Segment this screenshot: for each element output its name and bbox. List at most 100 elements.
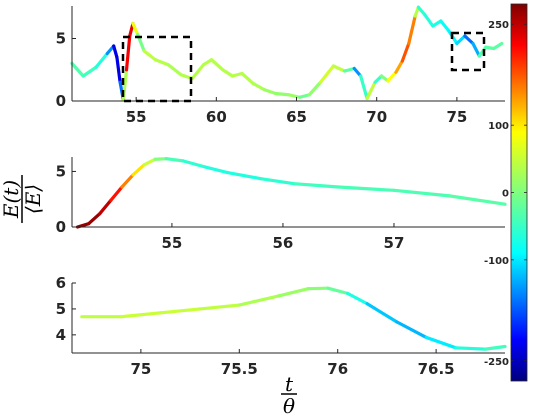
y-axis-label: E(t) ⟨E⟩ xyxy=(0,175,45,223)
line-segment xyxy=(416,5,427,17)
line-segment xyxy=(119,311,163,319)
line-segment xyxy=(142,49,157,62)
x-label-denominator: θ xyxy=(283,394,295,418)
line-segment xyxy=(306,286,330,291)
line-segment xyxy=(225,170,263,181)
line-segment xyxy=(471,41,481,58)
bottom-tick-labels: 75 75.5 76 76.5 4 5 6 xyxy=(56,274,455,378)
y-tick-label: 5 xyxy=(56,162,66,180)
x-tick-label: 75 xyxy=(130,360,151,378)
zoom-box-1 xyxy=(121,35,193,103)
line-segment xyxy=(70,61,85,78)
x-tick-label: 60 xyxy=(206,108,227,126)
panel-middle: 55 56 57 0 5 xyxy=(56,157,507,252)
line-segment xyxy=(298,93,311,99)
line-segment xyxy=(352,66,363,78)
line-segment xyxy=(365,80,377,101)
line-segment xyxy=(142,157,157,167)
line-segment xyxy=(259,177,296,186)
line-segment xyxy=(221,68,234,78)
line-segment xyxy=(75,222,91,229)
line-segment xyxy=(345,291,369,306)
top-series-line xyxy=(70,5,504,102)
line-segment xyxy=(307,80,323,97)
x-label-numerator: t xyxy=(285,372,294,396)
line-segment xyxy=(237,294,281,307)
y-label-numerator: E(t) xyxy=(0,180,23,219)
line-segment xyxy=(292,182,341,189)
line-segment xyxy=(153,58,170,67)
line-segment xyxy=(477,45,488,58)
x-tick-label: 57 xyxy=(384,234,405,252)
line-segment xyxy=(400,41,411,63)
colorbar-tick-label: 100 xyxy=(488,121,509,132)
line-segment xyxy=(131,21,140,37)
line-segment xyxy=(112,44,119,59)
y-tick-label: 5 xyxy=(56,300,66,318)
bottom-axes xyxy=(71,282,505,354)
line-segment xyxy=(240,71,255,86)
top-axes xyxy=(71,6,505,102)
middle-tick-labels: 55 56 57 0 5 xyxy=(56,162,405,252)
line-segment xyxy=(124,34,132,72)
line-segment xyxy=(286,93,302,99)
line-segment xyxy=(359,74,369,101)
x-tick-label: 55 xyxy=(161,234,182,252)
x-tick-label: 75.5 xyxy=(221,360,258,378)
line-segment xyxy=(455,34,467,46)
colorbar-tick-label: -250 xyxy=(484,357,509,368)
x-tick-label: 65 xyxy=(286,108,307,126)
x-tick-label: 55 xyxy=(126,108,147,126)
line-segment xyxy=(423,13,435,28)
zoom-box-2 xyxy=(450,31,486,72)
line-segment xyxy=(395,320,428,340)
line-segment xyxy=(131,163,146,177)
line-segment xyxy=(336,185,396,192)
colorbar-tick-label: 250 xyxy=(488,20,509,31)
middle-axes xyxy=(71,157,505,228)
line-segment xyxy=(158,307,202,315)
panel-top: 55 60 65 70 75 0 5 xyxy=(56,5,505,127)
line-segment xyxy=(463,34,475,46)
line-segment xyxy=(407,14,417,46)
line-segment xyxy=(98,198,113,216)
y-label-denominator: ⟨E⟩ xyxy=(21,184,45,214)
line-segment xyxy=(365,302,399,324)
line-segment xyxy=(454,346,487,351)
line-segment xyxy=(318,64,336,84)
line-segment xyxy=(439,19,451,33)
line-segment xyxy=(277,287,310,298)
y-tick-label: 4 xyxy=(56,326,66,344)
middle-series-line xyxy=(75,157,507,229)
x-axis-label: t θ xyxy=(281,372,297,418)
colorbar-tick-label: 0 xyxy=(502,189,509,200)
x-tick-label: 75 xyxy=(446,108,467,126)
line-segment xyxy=(81,65,98,78)
line-segment xyxy=(386,70,398,83)
x-tick-label: 76.5 xyxy=(418,360,455,378)
line-segment xyxy=(109,185,124,202)
line-segment xyxy=(326,286,350,295)
y-tick-label: 5 xyxy=(56,30,66,48)
line-segment xyxy=(87,212,102,226)
line-segment xyxy=(164,157,185,163)
line-segment xyxy=(343,66,356,73)
line-segment xyxy=(190,63,206,81)
line-segment xyxy=(424,335,458,350)
line-segment xyxy=(209,58,225,72)
line-segment xyxy=(198,303,241,311)
line-segment xyxy=(230,71,244,78)
colorbar-tick-label: -100 xyxy=(484,256,509,267)
line-segment xyxy=(394,59,404,74)
line-segment xyxy=(203,165,230,175)
line-segment xyxy=(331,64,347,73)
line-segment xyxy=(181,159,207,169)
y-tick-label: 0 xyxy=(56,218,66,236)
line-segment xyxy=(492,41,504,51)
line-segment xyxy=(447,194,507,206)
top-tick-labels: 55 60 65 70 75 0 5 xyxy=(56,30,468,127)
line-segment xyxy=(120,173,135,189)
line-segment xyxy=(94,51,109,69)
line-segment xyxy=(153,157,168,161)
